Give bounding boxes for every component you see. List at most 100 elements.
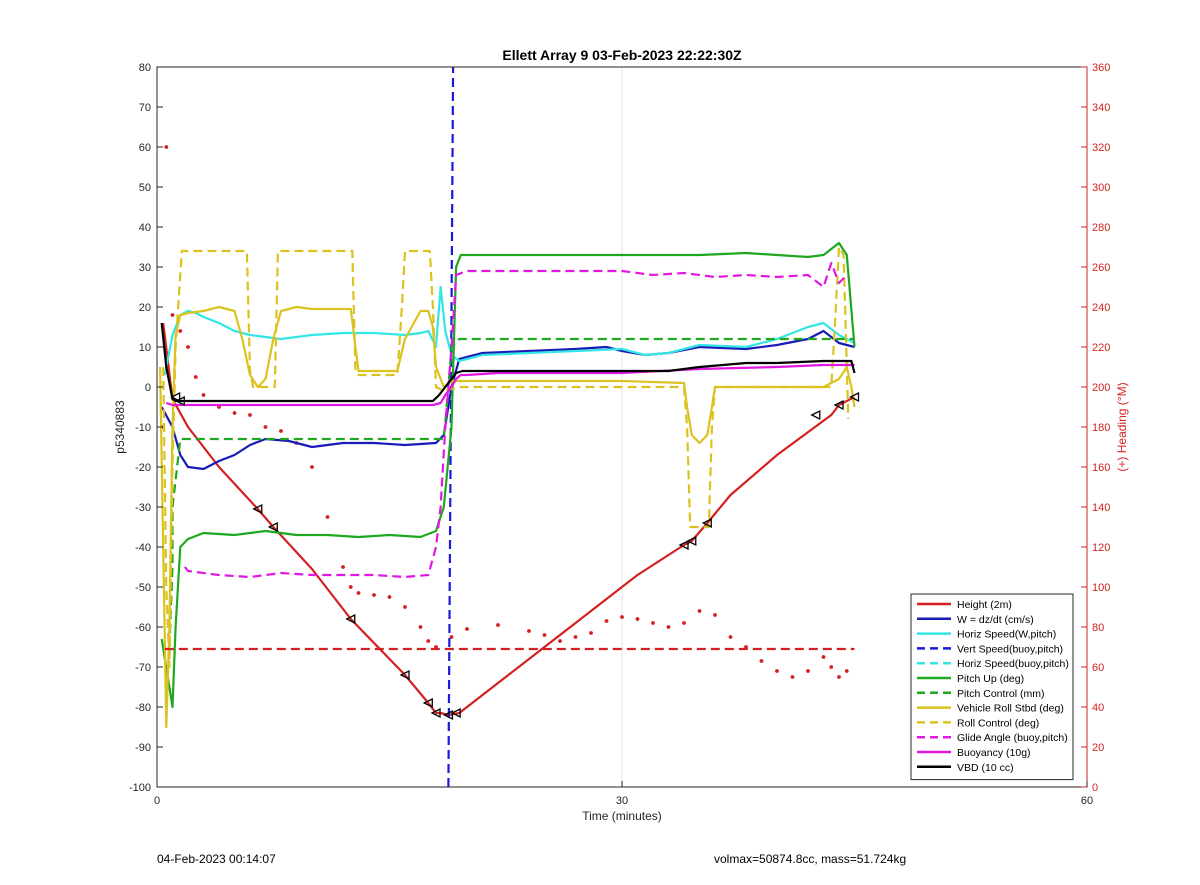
heading-point (573, 635, 578, 639)
heading-point (635, 617, 640, 621)
legend-label: Buoyancy (10g) (957, 747, 1031, 759)
heading-point (604, 619, 609, 623)
heading-point (496, 623, 500, 627)
heading-point (170, 313, 175, 317)
y2-tick-label: 320 (1092, 142, 1110, 154)
series-line-glide-angle-buoy-pitch (184, 261, 848, 579)
heading-point (348, 585, 353, 589)
heading-point (651, 621, 655, 625)
heading-point (775, 669, 779, 673)
heading-point (821, 655, 826, 659)
heading-point (310, 465, 314, 469)
legend-label: Pitch Up (deg) (957, 673, 1024, 685)
y-tick-label: -40 (135, 542, 151, 554)
heading-point (542, 633, 547, 637)
y2-tick-label: 140 (1092, 502, 1110, 514)
legend-label: W = dz/dt (cm/s) (957, 614, 1034, 626)
y-tick-label: 10 (139, 342, 151, 354)
x-tick-label: 0 (154, 795, 160, 807)
heading-point (356, 591, 361, 595)
heading-point (325, 515, 330, 519)
series-line-vehicle-roll-stbd-deg (159, 305, 856, 729)
y-tick-label: -60 (135, 622, 151, 634)
depth-marker (170, 391, 181, 403)
legend-label: Horiz Speed(buoy,pitch) (957, 658, 1069, 670)
y-tick-label: -10 (135, 422, 151, 434)
heading-point (263, 425, 268, 429)
y2-tick-label: 340 (1092, 102, 1110, 114)
depth-marker (399, 669, 410, 681)
heading-point (620, 615, 624, 619)
y2-tick-label: 80 (1092, 622, 1104, 634)
y2-tick-label: 100 (1092, 582, 1110, 594)
y-tick-label: -30 (135, 502, 151, 514)
heading-point (232, 411, 237, 415)
y2-tick-label: 60 (1092, 662, 1104, 674)
x-axis-label: Time (minutes) (582, 809, 662, 823)
heading-point (589, 631, 593, 635)
heading-point (790, 675, 795, 679)
vol-mass-footer: volmax=50874.8cc, mass=51.724kg (714, 852, 907, 866)
heading-point (829, 665, 834, 669)
y2-tick-label: 120 (1092, 542, 1110, 554)
series-line-roll-control-deg (162, 245, 850, 669)
legend-label: Height (2m) (957, 599, 1012, 611)
depth-marker (810, 409, 821, 421)
legend-label: Glide Angle (buoy,pitch) (957, 732, 1068, 744)
heading-point (713, 613, 717, 617)
series-line-horiz-speed-w-pitch (163, 285, 856, 376)
x-tick-label: 60 (1081, 795, 1093, 807)
series-line-pitch-control-mm (168, 337, 855, 648)
series-line-pitch-up-deg (160, 241, 856, 709)
heading-point (418, 625, 423, 629)
heading-point (372, 593, 376, 597)
y-tick-label: 50 (139, 182, 151, 194)
y-tick-label: 20 (139, 302, 151, 314)
y-tick-label: -50 (135, 582, 151, 594)
y-tick-label: -70 (135, 662, 151, 674)
heading-point (844, 669, 849, 673)
heading-point (403, 605, 407, 609)
y2-axis-label: (+) Heading (°M) (1115, 382, 1129, 471)
y2-tick-label: 280 (1092, 222, 1110, 234)
heading-point (201, 393, 206, 397)
legend-label: Vehicle Roll Stbd (deg) (957, 703, 1064, 715)
heading-point (697, 609, 702, 613)
x-tick-label: 30 (616, 795, 628, 807)
timestamp-footer: 04-Feb-2023 00:14:07 (157, 852, 276, 866)
heading-point (527, 629, 531, 633)
depth-marker (450, 707, 461, 719)
y-tick-label: -100 (129, 782, 151, 794)
depth-marker (849, 391, 860, 403)
y2-tick-label: 0 (1092, 782, 1098, 794)
series-line-w-dz-dt-cm-s (160, 329, 855, 471)
y2-tick-label: 360 (1092, 62, 1110, 74)
y2-tick-label: 180 (1092, 422, 1110, 434)
heading-point (558, 639, 562, 643)
heading-point (164, 145, 169, 149)
depth-marker (442, 709, 454, 721)
y2-tick-label: 20 (1092, 742, 1104, 754)
y2-tick-label: 40 (1092, 702, 1104, 714)
y2-tick-label: 160 (1092, 462, 1110, 474)
depth-marker (833, 399, 844, 411)
heading-point (449, 635, 454, 639)
y-tick-label: 30 (139, 262, 151, 274)
heading-point (728, 635, 733, 639)
depth-marker (345, 613, 356, 625)
heading-point (178, 329, 183, 333)
y2-tick-label: 260 (1092, 262, 1110, 274)
depth-marker (686, 535, 697, 547)
chart-title: Ellett Array 9 03-Feb-2023 22:22:30Z (502, 47, 742, 63)
depth-marker (174, 395, 185, 407)
depth-marker (267, 521, 278, 533)
heading-point (426, 639, 431, 643)
y-axis-label: p5340883 (113, 400, 127, 454)
legend-label: VBD (10 cc) (957, 762, 1014, 774)
y2-tick-label: 200 (1092, 382, 1110, 394)
heading-point (279, 429, 283, 433)
y-tick-label: 60 (139, 142, 151, 154)
y-tick-label: 70 (139, 102, 151, 114)
y2-tick-label: 240 (1092, 302, 1110, 314)
